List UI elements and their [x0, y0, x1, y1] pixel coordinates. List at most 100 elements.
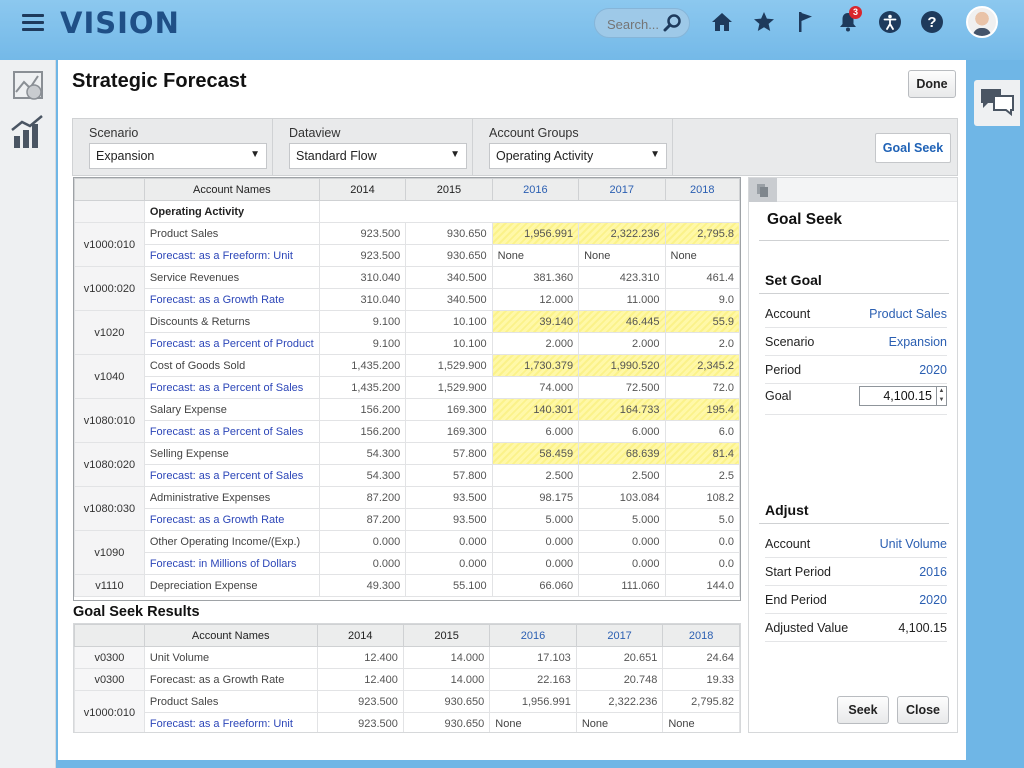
forecast-method-link[interactable]: Forecast: as a Freeform: Unit: [143, 244, 320, 267]
column-header[interactable]: 2018: [664, 178, 740, 201]
grid-cell[interactable]: 2,322.236: [578, 222, 666, 245]
results-grid[interactable]: Account Names 2014 2015 2016 2017 2018 v…: [73, 623, 741, 733]
row-value[interactable]: 2020: [919, 363, 947, 377]
grid-cell[interactable]: 164.733: [578, 398, 666, 421]
grid-cell[interactable]: 0.000: [578, 530, 666, 553]
grid-cell[interactable]: 423.310: [578, 266, 666, 289]
grid-cell[interactable]: 0.0: [664, 530, 740, 553]
grid-cell[interactable]: 58.459: [491, 442, 580, 465]
grid-cell[interactable]: 1,435.200: [318, 376, 407, 399]
grid-cell[interactable]: 156.200: [318, 398, 407, 421]
forecast-method-link[interactable]: Forecast: in Millions of Dollars: [143, 552, 320, 575]
grid-cell[interactable]: 1,435.200: [318, 354, 407, 377]
grid-cell[interactable]: 98.175: [491, 486, 580, 509]
goal-stepper[interactable]: ▲ ▼: [937, 386, 947, 406]
grid-cell[interactable]: 10.100: [405, 310, 493, 333]
close-button[interactable]: Close: [897, 696, 949, 724]
search-box[interactable]: [594, 8, 690, 38]
grid-cell[interactable]: 55.100: [405, 574, 493, 597]
grid-cell[interactable]: 930.650: [405, 244, 493, 267]
column-header[interactable]: 2015: [405, 178, 493, 201]
forecast-method-link[interactable]: Forecast: as a Percent of Sales: [143, 376, 320, 399]
accessibility-icon[interactable]: [878, 10, 902, 34]
grid-cell[interactable]: 6.0: [664, 420, 740, 443]
grid-cell[interactable]: 2,345.2: [664, 354, 740, 377]
account-groups-select[interactable]: Operating Activity ▼: [489, 143, 667, 169]
grid-cell[interactable]: 169.300: [405, 398, 493, 421]
column-header[interactable]: 2016: [491, 178, 580, 201]
row-value[interactable]: 2016: [919, 565, 947, 579]
grid-cell[interactable]: 93.500: [405, 508, 493, 531]
grid-cell[interactable]: 0.0: [664, 552, 740, 575]
grid-cell[interactable]: 72.500: [578, 376, 666, 399]
grid-cell[interactable]: 108.2: [664, 486, 740, 509]
search-icon[interactable]: [663, 13, 683, 33]
grid-cell[interactable]: 0.000: [491, 530, 580, 553]
column-header[interactable]: 2017: [575, 624, 664, 647]
grid-cell[interactable]: None: [578, 244, 666, 267]
grid-cell[interactable]: 144.0: [664, 574, 740, 597]
panel-tab[interactable]: [749, 178, 777, 202]
grid-cell[interactable]: 10.100: [405, 332, 493, 355]
grid-cell[interactable]: 81.4: [664, 442, 740, 465]
forecast-method-link[interactable]: Forecast: as a Percent of Product: [143, 332, 320, 355]
grid-cell[interactable]: 39.140: [491, 310, 580, 333]
grid-cell[interactable]: 72.0: [664, 376, 740, 399]
column-header[interactable]: 2014: [316, 624, 404, 647]
forecast-grid[interactable]: Account Names 2014 2015 2016 2017 2018 O…: [73, 177, 741, 601]
forecast-method-link[interactable]: Forecast: as a Percent of Sales: [143, 420, 320, 443]
grid-cell[interactable]: 1,730.379: [491, 354, 580, 377]
grid-cell[interactable]: 2.0: [664, 332, 740, 355]
search-input[interactable]: [605, 15, 665, 33]
grid-cell[interactable]: 0.000: [405, 530, 493, 553]
column-header[interactable]: 2018: [662, 624, 740, 647]
goal-input[interactable]: [859, 386, 937, 406]
grid-cell[interactable]: 46.445: [578, 310, 666, 333]
forecast-method-link[interactable]: Forecast: as a Growth Rate: [143, 508, 320, 531]
grid-cell[interactable]: 68.639: [578, 442, 666, 465]
grid-cell[interactable]: 111.060: [578, 574, 666, 597]
grid-cell[interactable]: 195.4: [664, 398, 740, 421]
grid-cell[interactable]: 923.500: [318, 222, 407, 245]
grid-cell[interactable]: 5.0: [664, 508, 740, 531]
grid-cell[interactable]: 93.500: [405, 486, 493, 509]
seek-button[interactable]: Seek: [837, 696, 889, 724]
dataview-select[interactable]: Standard Flow ▼: [289, 143, 467, 169]
grid-cell[interactable]: 66.060: [491, 574, 580, 597]
grid-cell[interactable]: 54.300: [318, 442, 407, 465]
grid-cell[interactable]: 6.000: [578, 420, 666, 443]
grid-cell[interactable]: 0.000: [578, 552, 666, 575]
user-avatar[interactable]: [966, 6, 998, 38]
grid-cell[interactable]: 2,795.8: [664, 222, 740, 245]
grid-cell[interactable]: 74.000: [491, 376, 580, 399]
column-header[interactable]: 2015: [402, 624, 491, 647]
grid-cell[interactable]: 461.4: [664, 266, 740, 289]
app-logo[interactable]: VISION: [60, 6, 180, 40]
grid-cell[interactable]: None: [664, 244, 740, 267]
chat-tab[interactable]: [974, 80, 1020, 126]
grid-cell[interactable]: 930.650: [405, 222, 493, 245]
grid-cell[interactable]: 0.000: [318, 530, 407, 553]
grid-cell[interactable]: 2.500: [578, 464, 666, 487]
grid-cell[interactable]: 54.300: [318, 464, 407, 487]
row-value[interactable]: 2020: [919, 593, 947, 607]
column-header[interactable]: 2016: [489, 624, 577, 647]
grid-cell[interactable]: 2.500: [491, 464, 580, 487]
forecast-method-link[interactable]: Forecast: as a Percent of Sales: [143, 464, 320, 487]
help-icon[interactable]: ?: [920, 10, 944, 34]
flag-icon[interactable]: [794, 10, 818, 34]
grid-cell[interactable]: 103.084: [578, 486, 666, 509]
grid-cell[interactable]: 2.000: [491, 332, 580, 355]
map-chart-icon[interactable]: [6, 64, 50, 108]
grid-cell[interactable]: 923.500: [318, 244, 407, 267]
forecast-method-link[interactable]: Forecast: as a Growth Rate: [143, 288, 320, 311]
grid-cell[interactable]: 1,529.900: [405, 354, 493, 377]
grid-cell[interactable]: 5.000: [491, 508, 580, 531]
grid-cell[interactable]: 5.000: [578, 508, 666, 531]
star-icon[interactable]: [752, 10, 776, 34]
column-header[interactable]: 2017: [578, 178, 666, 201]
grid-cell[interactable]: 1,529.900: [405, 376, 493, 399]
grid-cell[interactable]: None: [491, 244, 580, 267]
grid-cell[interactable]: 310.040: [318, 288, 407, 311]
goal-seek-button[interactable]: Goal Seek: [875, 133, 951, 163]
